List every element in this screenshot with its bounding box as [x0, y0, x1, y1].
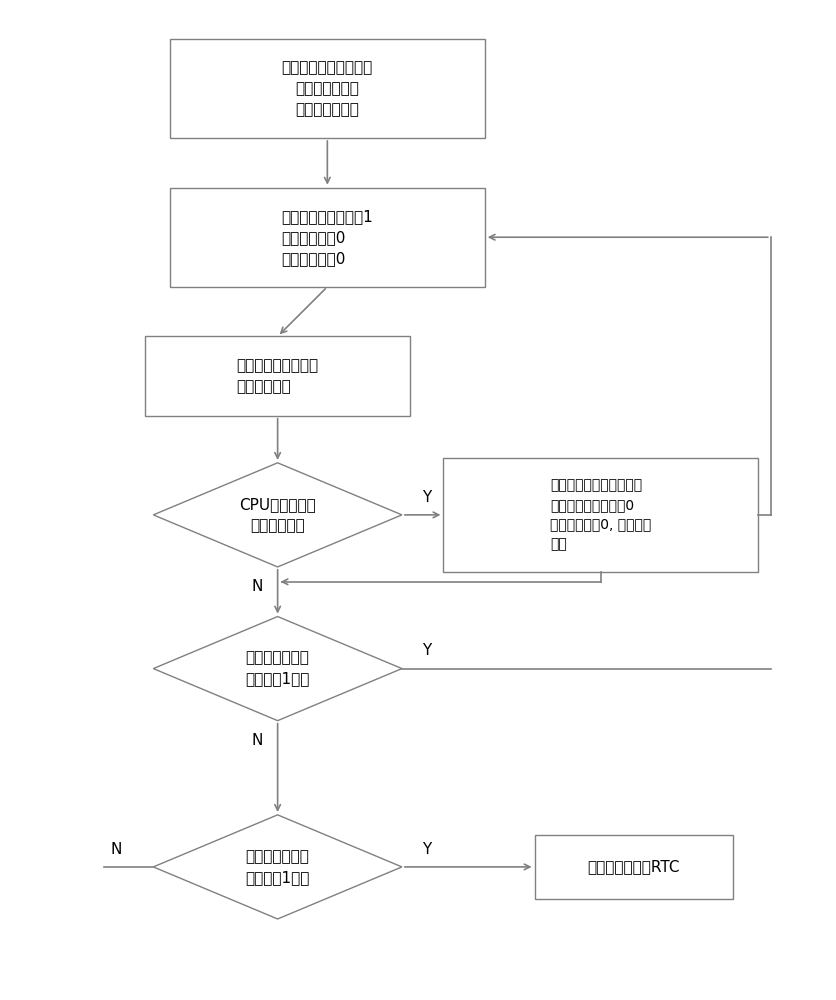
Text: N: N	[110, 842, 121, 857]
Polygon shape	[153, 463, 401, 567]
Text: 将系统时间写入RTC: 将系统时间写入RTC	[587, 859, 680, 874]
Text: 从授时模块获取系统时间
授时模块丢失标志清0
丢失计时器清0, 重新开始
计时: 从授时模块获取系统时间 授时模块丢失标志清0 丢失计时器清0, 重新开始 计时	[549, 479, 650, 551]
FancyBboxPatch shape	[145, 336, 410, 416]
FancyBboxPatch shape	[170, 188, 484, 287]
FancyBboxPatch shape	[534, 835, 732, 899]
FancyBboxPatch shape	[443, 458, 757, 572]
Text: Y: Y	[421, 842, 431, 857]
Text: N: N	[251, 733, 263, 748]
Polygon shape	[153, 815, 401, 919]
Text: 在线计时器和丢失计
时器开始计时: 在线计时器和丢失计 时器开始计时	[237, 358, 319, 394]
Text: 设置授时模块丢失标志
设置在线计时器
设置丢失计时器: 设置授时模块丢失标志 设置在线计时器 设置丢失计时器	[282, 60, 373, 117]
Text: 授时模块丢失标志置1
在线计时器清0
丢失计时器清0: 授时模块丢失标志置1 在线计时器清0 丢失计时器清0	[281, 209, 373, 266]
Text: 丢失计时器计时
大于等于1分钟: 丢失计时器计时 大于等于1分钟	[245, 651, 309, 687]
Text: Y: Y	[421, 643, 431, 658]
Text: N: N	[251, 579, 263, 594]
Text: 在线计时器计时
大于等于1分钟: 在线计时器计时 大于等于1分钟	[245, 849, 309, 885]
Polygon shape	[153, 617, 401, 721]
FancyBboxPatch shape	[170, 39, 484, 138]
Text: Y: Y	[421, 490, 431, 505]
Text: CPU捕获到授时
模块的秒脉冲: CPU捕获到授时 模块的秒脉冲	[239, 497, 316, 533]
